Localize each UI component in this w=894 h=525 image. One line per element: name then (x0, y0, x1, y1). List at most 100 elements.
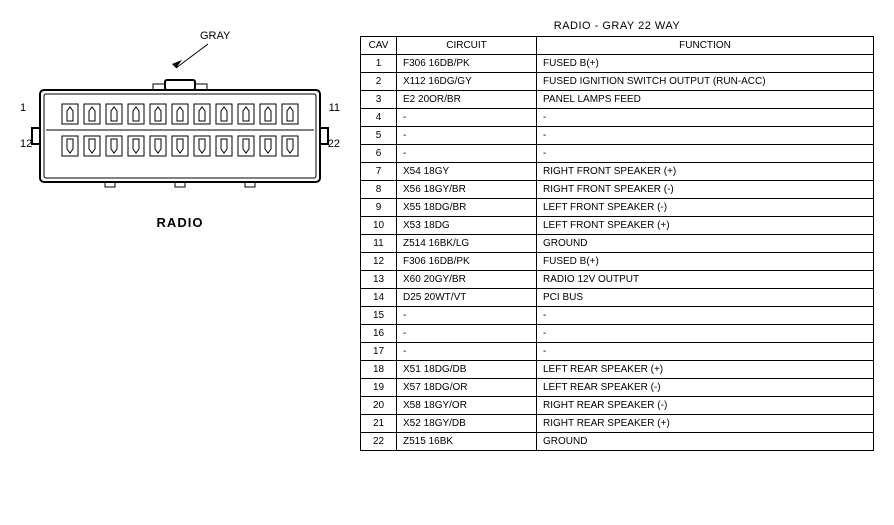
cell-circuit: - (397, 127, 537, 145)
cell-circuit: X51 18DG/DB (397, 361, 537, 379)
cell-cav: 1 (361, 55, 397, 73)
cell-function: RIGHT FRONT SPEAKER (-) (537, 181, 874, 199)
col-header-function: FUNCTION (537, 37, 874, 55)
table-row: 18X51 18DG/DBLEFT REAR SPEAKER (+) (361, 361, 874, 379)
connector-svg (20, 60, 340, 200)
cell-function: RIGHT FRONT SPEAKER (+) (537, 163, 874, 181)
cell-circuit: - (397, 325, 537, 343)
cell-function: - (537, 145, 874, 163)
cell-function: - (537, 127, 874, 145)
cell-cav: 21 (361, 415, 397, 433)
cell-circuit: Z515 16BK (397, 433, 537, 451)
cell-cav: 9 (361, 199, 397, 217)
cell-circuit: X58 18GY/OR (397, 397, 537, 415)
table-row: 7X54 18GYRIGHT FRONT SPEAKER (+) (361, 163, 874, 181)
cell-cav: 22 (361, 433, 397, 451)
table-row: 2X112 16DG/GYFUSED IGNITION SWITCH OUTPU… (361, 73, 874, 91)
table-row: 11Z514 16BK/LGGROUND (361, 235, 874, 253)
table-row: 8X56 18GY/BRRIGHT FRONT SPEAKER (-) (361, 181, 874, 199)
cell-cav: 15 (361, 307, 397, 325)
cell-function: RADIO 12V OUTPUT (537, 271, 874, 289)
table-title: RADIO - GRAY 22 WAY (360, 20, 874, 32)
cell-function: LEFT FRONT SPEAKER (+) (537, 217, 874, 235)
pin-label-tr: 11 (329, 102, 340, 114)
table-row: 9X55 18DG/BRLEFT FRONT SPEAKER (-) (361, 199, 874, 217)
pin-label-br: 22 (328, 138, 340, 150)
cell-function: RIGHT REAR SPEAKER (+) (537, 415, 874, 433)
cell-circuit: X57 18DG/OR (397, 379, 537, 397)
pinout-panel: RADIO - GRAY 22 WAY CAV CIRCUIT FUNCTION… (360, 20, 874, 451)
table-row: 14D25 20WT/VTPCI BUS (361, 289, 874, 307)
cell-cav: 16 (361, 325, 397, 343)
pin-label-bl: 12 (20, 138, 32, 150)
cell-function: - (537, 109, 874, 127)
cell-circuit: Z514 16BK/LG (397, 235, 537, 253)
table-row: 21X52 18GY/DBRIGHT REAR SPEAKER (+) (361, 415, 874, 433)
cell-function: GROUND (537, 433, 874, 451)
cell-circuit: X53 18DG (397, 217, 537, 235)
cell-circuit: X56 18GY/BR (397, 181, 537, 199)
cell-circuit: X54 18GY (397, 163, 537, 181)
table-header-row: CAV CIRCUIT FUNCTION (361, 37, 874, 55)
cell-cav: 18 (361, 361, 397, 379)
cell-circuit: F306 16DB/PK (397, 55, 537, 73)
cell-cav: 11 (361, 235, 397, 253)
cell-cav: 7 (361, 163, 397, 181)
cell-cav: 3 (361, 91, 397, 109)
col-header-cav: CAV (361, 37, 397, 55)
callout-arrow-icon (170, 42, 210, 70)
cell-function: - (537, 325, 874, 343)
cell-function: - (537, 307, 874, 325)
cell-circuit: E2 20OR/BR (397, 91, 537, 109)
cell-cav: 20 (361, 397, 397, 415)
cell-function: FUSED B(+) (537, 253, 874, 271)
table-row: 15-- (361, 307, 874, 325)
col-header-circuit: CIRCUIT (397, 37, 537, 55)
cell-cav: 19 (361, 379, 397, 397)
cell-cav: 14 (361, 289, 397, 307)
table-row: 6-- (361, 145, 874, 163)
cell-circuit: X112 16DG/GY (397, 73, 537, 91)
cell-cav: 12 (361, 253, 397, 271)
pin-label-tl: 1 (20, 102, 26, 114)
connector-drawing: GRAY (20, 30, 340, 203)
table-row: 1F306 16DB/PKFUSED B(+) (361, 55, 874, 73)
cell-function: GROUND (537, 235, 874, 253)
cell-circuit: - (397, 109, 537, 127)
table-row: 3E2 20OR/BRPANEL LAMPS FEED (361, 91, 874, 109)
cell-function: FUSED B(+) (537, 55, 874, 73)
cell-cav: 5 (361, 127, 397, 145)
cell-function: - (537, 343, 874, 361)
connector-name: RADIO (20, 215, 340, 230)
table-row: 16-- (361, 325, 874, 343)
cell-circuit: - (397, 307, 537, 325)
cell-circuit: X55 18DG/BR (397, 199, 537, 217)
cell-cav: 4 (361, 109, 397, 127)
cell-function: LEFT FRONT SPEAKER (-) (537, 199, 874, 217)
table-row: 5-- (361, 127, 874, 145)
table-row: 12F306 16DB/PKFUSED B(+) (361, 253, 874, 271)
table-row: 13X60 20GY/BRRADIO 12V OUTPUT (361, 271, 874, 289)
cell-function: LEFT REAR SPEAKER (-) (537, 379, 874, 397)
cell-function: LEFT REAR SPEAKER (+) (537, 361, 874, 379)
connector-panel: GRAY 1 11 12 22 RADIO (20, 20, 340, 230)
cell-function: FUSED IGNITION SWITCH OUTPUT (RUN-ACC) (537, 73, 874, 91)
cell-circuit: F306 16DB/PK (397, 253, 537, 271)
cell-function: PANEL LAMPS FEED (537, 91, 874, 109)
cell-cav: 2 (361, 73, 397, 91)
cell-function: RIGHT REAR SPEAKER (-) (537, 397, 874, 415)
cell-circuit: X60 20GY/BR (397, 271, 537, 289)
cell-circuit: X52 18GY/DB (397, 415, 537, 433)
gray-callout-label: GRAY (200, 30, 230, 42)
table-row: 4-- (361, 109, 874, 127)
cell-cav: 8 (361, 181, 397, 199)
cell-function: PCI BUS (537, 289, 874, 307)
cell-cav: 10 (361, 217, 397, 235)
table-row: 20X58 18GY/ORRIGHT REAR SPEAKER (-) (361, 397, 874, 415)
cell-cav: 6 (361, 145, 397, 163)
cell-circuit: - (397, 145, 537, 163)
table-row: 19X57 18DG/ORLEFT REAR SPEAKER (-) (361, 379, 874, 397)
pinout-table: CAV CIRCUIT FUNCTION 1F306 16DB/PKFUSED … (360, 36, 874, 451)
cell-circuit: - (397, 343, 537, 361)
cell-circuit: D25 20WT/VT (397, 289, 537, 307)
